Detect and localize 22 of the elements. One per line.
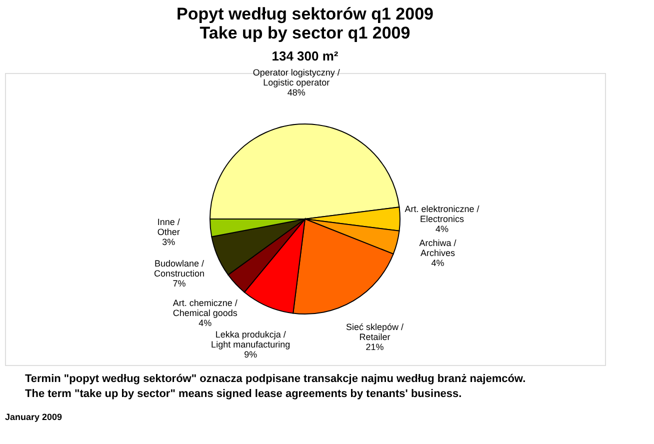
slice-label: Lekka produkcja / Light manufacturing [211, 330, 290, 350]
text: The term "take up by sector" means signed lease agreements by tenants' business. [25, 388, 462, 400]
data-label: 21% [366, 342, 384, 352]
slice-label: Operator logistyczny / Logistic operator [252, 67, 340, 88]
slice-label: Archiwa / Archives [419, 238, 457, 258]
slice-label: Inne / Other [157, 216, 180, 237]
slice-label: Art. elektroniczne / Electronics [404, 204, 480, 224]
text: January 2009 [5, 412, 62, 422]
data-label: 7% [172, 278, 186, 288]
text: Popyt według sektorów q1 2009 [176, 4, 434, 24]
slice-label: Art. chemiczne / Chemical goods [172, 298, 238, 318]
data-label: 3% [162, 236, 176, 247]
data-label: 4% [198, 318, 212, 328]
slice-label: Sieć sklepów / Retailer [346, 322, 404, 342]
data-label: 4% [435, 224, 449, 234]
data-label: 4% [431, 258, 444, 268]
chart-subtitle: 134 300 m² [272, 48, 339, 64]
text: Termin "popyt według sektorów" oznacza podpisane transakcje najmu według branż najemców. [25, 373, 526, 385]
data-label: 9% [244, 350, 258, 360]
slice-label: Budowlane / Construction [154, 258, 205, 278]
data-label: 48% [287, 87, 306, 98]
text: Take up by sector q1 2009 [200, 23, 410, 42]
